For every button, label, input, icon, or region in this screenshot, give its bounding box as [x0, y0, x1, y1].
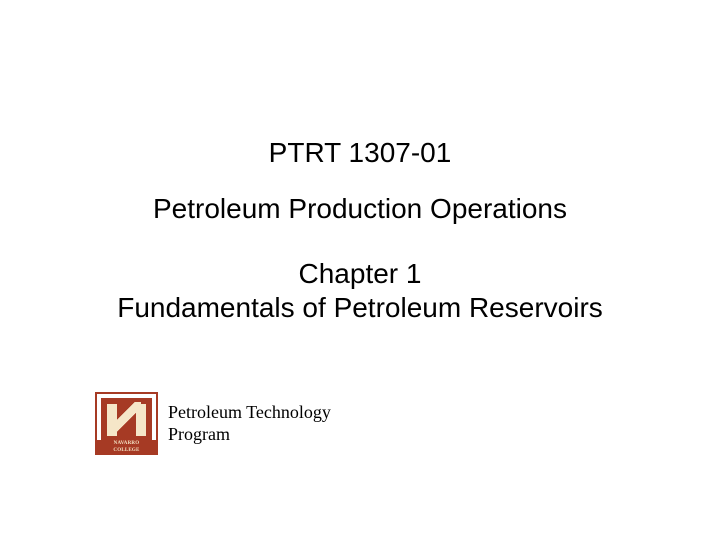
logo-block: NAVARRO COLLEGE Petroleum Technology Pro… [95, 392, 331, 455]
program-text: Petroleum Technology Program [168, 402, 331, 445]
logo-banner-line2: COLLEGE [97, 447, 156, 454]
chapter-label: Chapter 1 [0, 257, 720, 291]
slide: PTRT 1307-01 Petroleum Production Operat… [0, 0, 720, 540]
program-line2: Program [168, 424, 331, 446]
chapter-block: Chapter 1 Fundamentals of Petroleum Rese… [0, 257, 720, 324]
course-title: Petroleum Production Operations [0, 193, 720, 225]
college-logo-icon: NAVARRO COLLEGE [95, 392, 158, 455]
logo-banner: NAVARRO COLLEGE [97, 440, 156, 453]
program-line1: Petroleum Technology [168, 402, 331, 424]
course-code: PTRT 1307-01 [0, 137, 720, 169]
logo-n-diagonal [111, 402, 141, 432]
logo-banner-line1: NAVARRO [97, 440, 156, 447]
chapter-title: Fundamentals of Petroleum Reservoirs [0, 291, 720, 325]
